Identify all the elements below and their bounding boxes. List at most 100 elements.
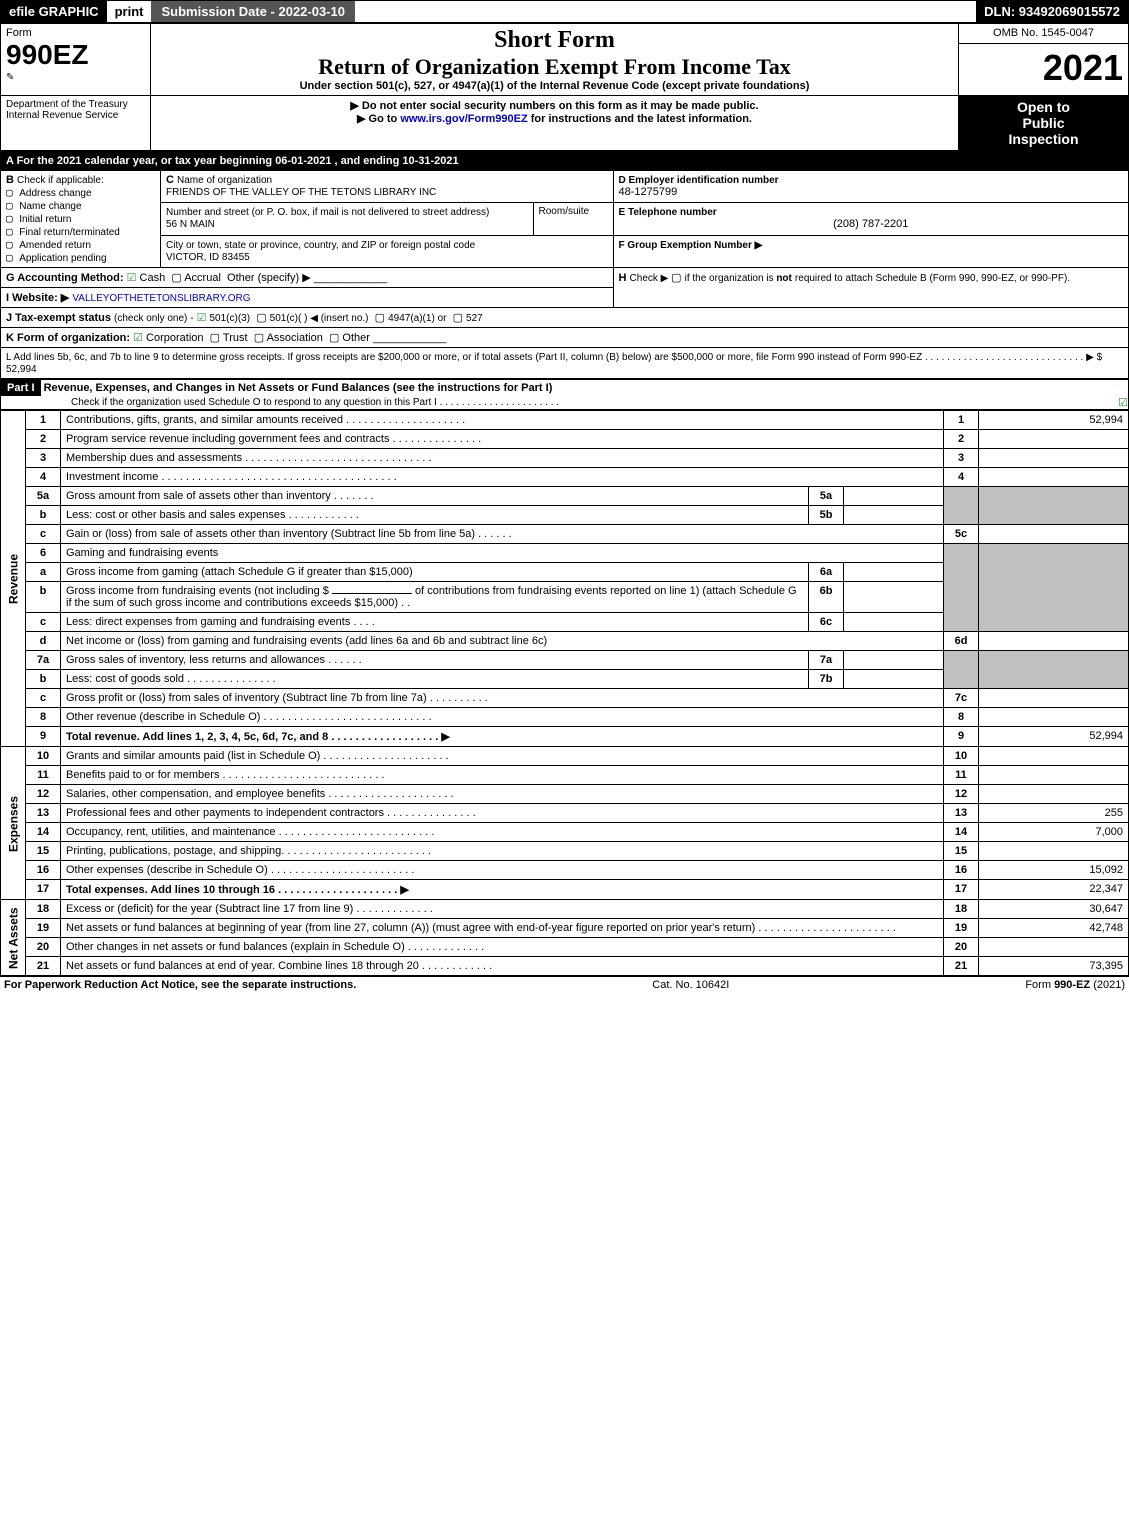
l10-desc: Grants and similar amounts paid (list in… [61, 747, 944, 766]
name-label: Name of organization [177, 175, 272, 186]
line-l-text: L Add lines 5b, 6c, and 7b to line 9 to … [6, 352, 1102, 363]
l9-box: 9 [944, 727, 979, 747]
l2-desc: Program service revenue including govern… [61, 430, 944, 449]
cb-name[interactable]: ▢ [6, 199, 19, 212]
website-link[interactable]: VALLEYOFTHETETONSLIBRARY.ORG [72, 293, 250, 304]
l6c-num: c [26, 613, 61, 632]
l7c-desc: Gross profit or (loss) from sales of inv… [61, 689, 944, 708]
cb-501c3[interactable]: ☑ [197, 312, 207, 324]
cb-501c[interactable]: ▢ [256, 312, 266, 324]
line-h-not: not [776, 273, 792, 284]
return-title: Return of Organization Exempt From Incom… [156, 54, 953, 80]
l6a-num: a [26, 563, 61, 582]
opt-527: 527 [466, 313, 483, 324]
line-i-label: I Website: ▶ [6, 292, 69, 304]
l8-desc: Other revenue (describe in Schedule O) .… [61, 708, 944, 727]
l3-amt [979, 449, 1129, 468]
cb-amended[interactable]: ▢ [6, 238, 19, 251]
l19-box: 19 [944, 919, 979, 938]
cb-527[interactable]: ▢ [453, 312, 463, 324]
l17-num: 17 [26, 880, 61, 900]
top-bar: efile GRAPHIC print Submission Date - 20… [0, 0, 1129, 23]
l6a-subamt [844, 563, 944, 582]
opt-trust: Trust [223, 332, 248, 344]
cb-schedb[interactable]: ▢ [671, 272, 681, 284]
l5b-subamt [844, 506, 944, 525]
l7c-num: c [26, 689, 61, 708]
l11-num: 11 [26, 766, 61, 785]
form-id-cell: Form 990EZ ✎ [1, 24, 151, 96]
l5a-subamt [844, 487, 944, 506]
l12-num: 12 [26, 785, 61, 804]
l20-num: 20 [26, 938, 61, 957]
l6b-desc: Gross income from fundraising events (no… [61, 582, 809, 613]
l4-box: 4 [944, 468, 979, 487]
l21-desc: Net assets or fund balances at end of ye… [61, 957, 944, 976]
l7b-subamt [844, 670, 944, 689]
part1-checked[interactable]: ☑ [1118, 396, 1128, 409]
opt-4947: 4947(a)(1) or [388, 313, 446, 324]
omb-cell: OMB No. 1545-0047 [959, 24, 1129, 44]
cb-cash[interactable]: ☑ [127, 272, 137, 284]
tax-year: 2021 [964, 47, 1123, 89]
irs-label: Internal Revenue Service [6, 110, 145, 121]
line-k-label: K Form of organization: [6, 332, 130, 344]
part1-check-text: Check if the organization used Schedule … [1, 397, 559, 408]
cb-final[interactable]: ▢ [6, 225, 19, 238]
line-h-text1: Check ▶ [630, 273, 672, 284]
l6d-box: 6d [944, 632, 979, 651]
box-d: D Employer identification number 48-1275… [613, 171, 1128, 203]
l6c-desc: Less: direct expenses from gaming and fu… [61, 613, 809, 632]
l15-amt [979, 842, 1129, 861]
l16-desc: Other expenses (describe in Schedule O) … [61, 861, 944, 880]
l14-amt: 7,000 [979, 823, 1129, 842]
ein-value: 48-1275799 [619, 186, 678, 198]
l7a-num: 7a [26, 651, 61, 670]
l16-amt: 15,092 [979, 861, 1129, 880]
l20-box: 20 [944, 938, 979, 957]
netassets-label: Net Assets [1, 900, 26, 976]
l19-desc: Net assets or fund balances at beginning… [61, 919, 944, 938]
footer-right-post: (2021) [1090, 979, 1125, 991]
l17-desc: Total expenses. Add lines 10 through 16 … [61, 880, 944, 900]
l7a-subamt [844, 651, 944, 670]
irs-link[interactable]: www.irs.gov/Form990EZ [400, 113, 527, 125]
cb-trust[interactable]: ▢ [210, 332, 220, 344]
l17-box: 17 [944, 880, 979, 900]
cb-other[interactable]: ▢ [329, 332, 339, 344]
goto-pre: ▶ Go to [357, 113, 400, 125]
l13-num: 13 [26, 804, 61, 823]
title-cell: Short Form Return of Organization Exempt… [151, 24, 959, 96]
cb-final-label: Final return/terminated [19, 227, 120, 238]
opt-corp: Corporation [146, 332, 203, 344]
line-h-label: H [619, 272, 627, 284]
part1-header: Part I Revenue, Expenses, and Changes in… [0, 379, 1129, 410]
city-label: City or town, state or province, country… [166, 240, 475, 251]
box-c-city: City or town, state or province, country… [161, 235, 614, 267]
line-j-sub: (check only one) - [114, 313, 193, 324]
city-value: VICTOR, ID 83455 [166, 252, 250, 263]
cb-name-label: Name change [19, 201, 81, 212]
cb-4947[interactable]: ▢ [375, 312, 385, 324]
l9-num: 9 [26, 727, 61, 747]
cb-assoc[interactable]: ▢ [254, 332, 264, 344]
line-g-label: G Accounting Method: [6, 272, 124, 284]
cb-corp[interactable]: ☑ [133, 332, 143, 344]
grey-6b [979, 544, 1129, 632]
part1-label: Part I [1, 380, 41, 396]
line-l-amount: 52,994 [6, 364, 37, 375]
cb-address[interactable]: ▢ [6, 186, 19, 199]
print-button[interactable]: print [107, 1, 152, 22]
l6-desc: Gaming and fundraising events [61, 544, 944, 563]
grey-7b [979, 651, 1129, 689]
cb-accrual[interactable]: ▢ [171, 272, 181, 284]
cb-pending[interactable]: ▢ [6, 251, 19, 264]
l7b-num: b [26, 670, 61, 689]
other-label: Other (specify) ▶ [227, 272, 311, 284]
part1-title: Revenue, Expenses, and Changes in Net As… [44, 382, 553, 394]
l7c-amt [979, 689, 1129, 708]
cb-initial[interactable]: ▢ [6, 212, 19, 225]
grey-6 [944, 544, 979, 632]
l18-num: 18 [26, 900, 61, 919]
l18-desc: Excess or (deficit) for the year (Subtra… [61, 900, 944, 919]
